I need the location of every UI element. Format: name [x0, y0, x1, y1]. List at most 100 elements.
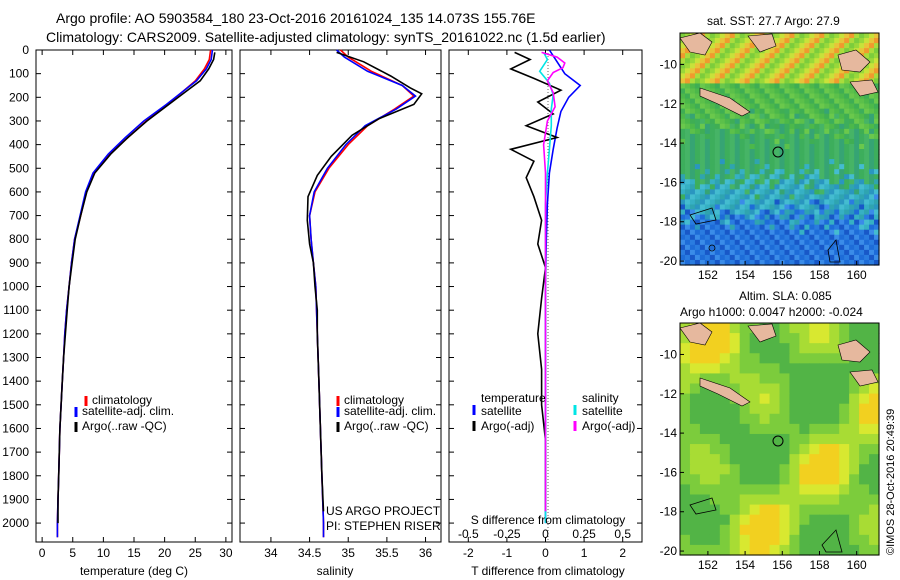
- x-tick-label-top: -0.25: [493, 527, 521, 541]
- map-cell: [689, 244, 696, 251]
- map-cell: [764, 204, 771, 211]
- map-cell: [794, 78, 800, 85]
- map-cell: [814, 108, 820, 115]
- map-cell: [779, 53, 786, 59]
- map-cell: [769, 149, 776, 155]
- map-cell: [784, 239, 791, 246]
- map-cell: [739, 413, 751, 425]
- map-cell: [729, 244, 736, 251]
- map-cell: [680, 63, 686, 69]
- map-x-tick-label: 156: [772, 558, 792, 572]
- series-line: [56, 49, 214, 538]
- map-cell: [794, 199, 800, 206]
- map-cell: [794, 259, 800, 266]
- map-cell: [699, 249, 706, 256]
- map-cell: [759, 454, 771, 465]
- y-tick-label: 700: [9, 209, 29, 223]
- map-cell: [809, 383, 820, 395]
- map-cell: [739, 53, 746, 59]
- map-cell: [824, 214, 830, 221]
- map-cell: [844, 103, 850, 110]
- map-cell: [844, 209, 850, 216]
- map-cell: [764, 73, 771, 79]
- map-cell: [829, 373, 840, 385]
- map-cell: [804, 123, 810, 130]
- map-cell: [829, 423, 840, 435]
- map-cell: [729, 93, 736, 100]
- map-cell: [724, 149, 731, 155]
- map-cell: [859, 403, 870, 415]
- map-cell: [794, 149, 800, 155]
- map-cell: [689, 254, 696, 261]
- map-cell: [769, 179, 776, 185]
- map-cell: [680, 249, 686, 256]
- map-cell: [829, 224, 835, 231]
- map-cell: [869, 209, 875, 216]
- map-cell: [744, 154, 751, 160]
- map-cell: [759, 474, 771, 485]
- map-cell: [864, 143, 870, 150]
- map-cell: [859, 98, 865, 105]
- map-cell: [819, 373, 830, 385]
- map-cell: [754, 214, 761, 221]
- map-cell: [764, 224, 771, 231]
- map-cell: [739, 234, 746, 241]
- map-cell: [714, 108, 721, 115]
- map-cell: [814, 219, 820, 226]
- map-cell: [794, 159, 800, 165]
- map-cell: [680, 199, 686, 206]
- map-cell: [859, 219, 865, 226]
- map-cell: [719, 254, 726, 261]
- map-cell: [699, 239, 706, 246]
- map-cell: [864, 219, 870, 226]
- map-cell: [849, 373, 860, 385]
- argo-location-marker: [772, 435, 784, 447]
- map-cell: [689, 53, 696, 59]
- map-cell: [784, 199, 791, 206]
- map-cell: [739, 63, 746, 69]
- map-cell: [784, 78, 791, 85]
- map-cell: [799, 149, 805, 155]
- map-cell: [789, 68, 796, 74]
- map-cell: [699, 413, 711, 425]
- map-cell: [824, 259, 830, 266]
- map-cell: [684, 123, 691, 130]
- map-cell: [680, 403, 691, 415]
- map-cell: [864, 174, 870, 180]
- map-cell: [754, 149, 761, 155]
- map-cell: [704, 224, 711, 231]
- map-cell: [824, 234, 830, 241]
- map-cell: [749, 169, 756, 175]
- map-cell: [849, 78, 855, 85]
- map-cell: [769, 194, 776, 201]
- map-cell: [769, 113, 776, 120]
- map-cell: [824, 239, 830, 246]
- map-cell: [854, 189, 860, 195]
- map-cell: [749, 93, 756, 100]
- map-cell: [769, 174, 776, 180]
- map-cell: [689, 239, 696, 246]
- map-cell: [784, 118, 791, 125]
- map-cell: [709, 189, 716, 195]
- map-cell: [784, 108, 791, 115]
- map-cell: [869, 383, 880, 395]
- map-cell: [829, 58, 835, 64]
- map-cell: [799, 219, 805, 226]
- map-cell: [819, 88, 825, 95]
- map-cell: [719, 413, 731, 425]
- map-cell: [859, 444, 870, 455]
- map-cell: [799, 464, 810, 475]
- map-cell: [734, 194, 741, 201]
- map-cell: [779, 454, 791, 465]
- map-cell: [789, 239, 796, 246]
- map-cell: [680, 209, 686, 216]
- map-x-tick-label: 152: [698, 558, 718, 572]
- map-cell: [814, 244, 820, 251]
- y-tick-label: 1500: [2, 398, 29, 412]
- map-cell: [814, 78, 820, 85]
- map-cell: [789, 164, 796, 170]
- map-cell: [704, 68, 711, 74]
- map-cell: [764, 234, 771, 241]
- map-cell: [839, 154, 845, 160]
- map-cell: [680, 254, 686, 261]
